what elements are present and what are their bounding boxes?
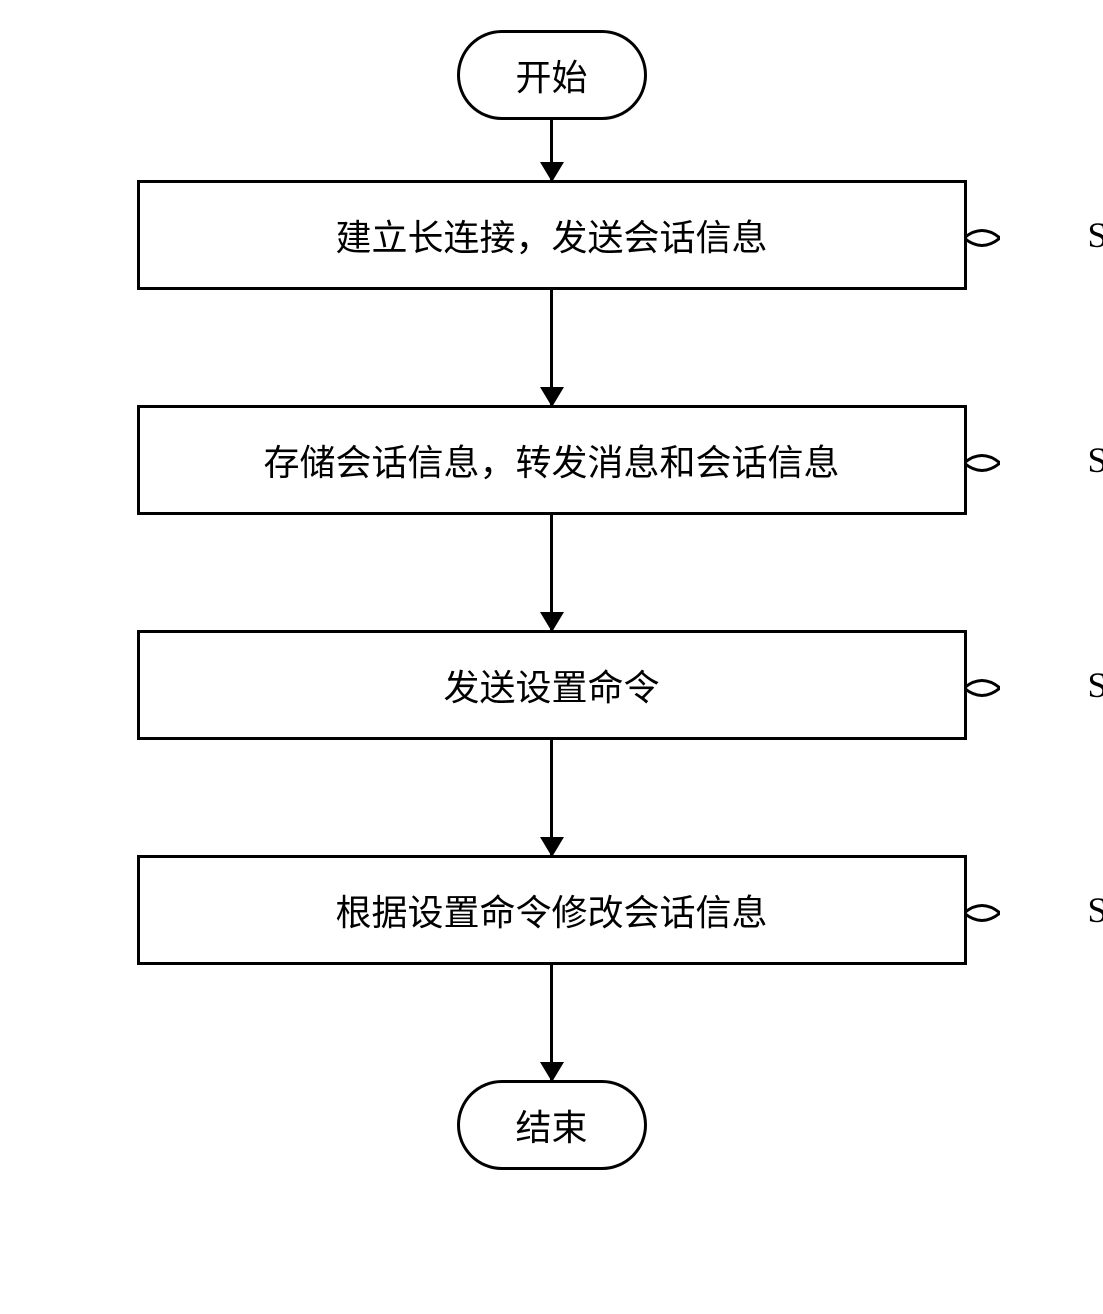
process-step-2: 存储会话信息，转发消息和会话信息	[137, 405, 967, 515]
start-label: 开始	[515, 49, 587, 101]
arrow-5	[52, 965, 1052, 1080]
connector-4	[964, 895, 1000, 925]
step-2-text: 存储会话信息，转发消息和会话信息	[263, 434, 839, 486]
flowchart-container: 开始 建立长连接，发送会话信息 S201 存储会话信息，转发消息和会话信息 S2…	[52, 30, 1052, 1170]
step-4-label: S207	[1087, 889, 1103, 931]
arrow-3	[52, 515, 1052, 630]
connector-1	[964, 220, 1000, 250]
step-2-label: S203	[1087, 439, 1103, 481]
process-step-4: 根据设置命令修改会话信息	[137, 855, 967, 965]
connector-3	[964, 670, 1000, 700]
step-4-text: 根据设置命令修改会话信息	[335, 884, 767, 936]
step-row-2: 存储会话信息，转发消息和会话信息 S203	[52, 405, 1052, 515]
end-label: 结束	[515, 1099, 587, 1151]
process-step-3: 发送设置命令	[137, 630, 967, 740]
process-step-1: 建立长连接，发送会话信息	[137, 180, 967, 290]
end-terminal: 结束	[457, 1080, 647, 1170]
start-terminal: 开始	[457, 30, 647, 120]
connector-2	[964, 445, 1000, 475]
arrow-4	[52, 740, 1052, 855]
step-1-text: 建立长连接，发送会话信息	[335, 209, 767, 261]
step-row-4: 根据设置命令修改会话信息 S207	[52, 855, 1052, 965]
step-row-1: 建立长连接，发送会话信息 S201	[52, 180, 1052, 290]
arrow-1	[52, 120, 1052, 180]
step-3-label: S205	[1087, 664, 1103, 706]
step-3-text: 发送设置命令	[443, 659, 659, 711]
step-1-label: S201	[1087, 214, 1103, 256]
step-row-3: 发送设置命令 S205	[52, 630, 1052, 740]
arrow-2	[52, 290, 1052, 405]
